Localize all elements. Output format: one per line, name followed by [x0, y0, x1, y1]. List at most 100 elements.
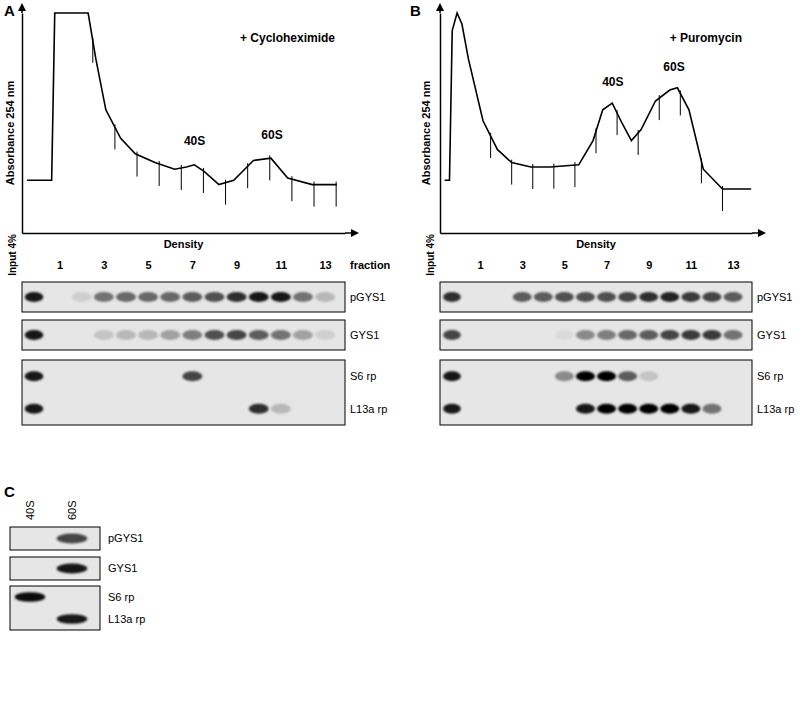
band — [57, 564, 88, 574]
y-axis — [22, 14, 23, 234]
band — [555, 330, 574, 340]
row-label: GYS1 — [108, 562, 137, 574]
band — [555, 404, 574, 414]
band — [271, 330, 291, 340]
x-axis-line — [441, 233, 753, 235]
band — [15, 614, 46, 624]
band — [94, 330, 114, 340]
band — [702, 371, 721, 381]
band — [534, 292, 553, 302]
band — [639, 330, 658, 340]
band — [513, 330, 532, 340]
band — [555, 292, 574, 302]
y-axis — [440, 14, 441, 234]
band — [72, 371, 92, 381]
fraction-divider — [638, 130, 639, 155]
band — [576, 371, 595, 381]
band — [534, 404, 553, 414]
band — [315, 330, 335, 340]
band — [72, 330, 92, 340]
peak-label: 40S — [184, 134, 205, 148]
band — [138, 371, 158, 381]
x-axis: 135791113 — [23, 233, 346, 271]
band — [50, 292, 70, 302]
band — [57, 592, 88, 602]
fraction-divider — [722, 186, 723, 211]
x-tick-label: 13 — [319, 259, 331, 271]
input-label: Input 4% — [7, 234, 18, 276]
figure: A+ CycloheximideAbsorbance 254 nm1357911… — [0, 0, 800, 726]
band — [116, 292, 136, 302]
band — [618, 292, 637, 302]
x-axis-title: Density — [576, 238, 617, 250]
panel-letter: C — [4, 483, 15, 500]
band — [492, 404, 511, 414]
x-tick-label: 13 — [727, 259, 739, 271]
bands — [25, 371, 335, 381]
bands — [15, 592, 88, 602]
fraction-divider — [659, 95, 660, 120]
band — [724, 292, 743, 302]
x-tick: 3 — [520, 233, 526, 271]
x-tick-label: 9 — [646, 259, 652, 271]
band — [227, 292, 247, 302]
bands — [25, 404, 335, 414]
band — [116, 371, 136, 381]
x-axis-line — [23, 233, 346, 235]
band — [492, 330, 511, 340]
band — [471, 292, 490, 302]
fraction-divider — [490, 133, 491, 158]
fraction-divider — [92, 38, 93, 63]
lane-label: 60S — [66, 500, 78, 520]
plot-area — [27, 13, 337, 207]
bands — [443, 330, 742, 340]
y-axis-line — [22, 14, 24, 234]
band — [293, 330, 313, 340]
panel-letter: A — [4, 2, 15, 19]
band — [576, 292, 595, 302]
panel-letter: B — [410, 2, 421, 19]
band — [249, 292, 269, 302]
band — [227, 330, 247, 340]
bands — [25, 330, 335, 340]
peak-label: 40S — [602, 75, 623, 89]
band — [315, 404, 335, 414]
band — [160, 292, 180, 302]
blot-panel — [440, 282, 752, 312]
band — [182, 292, 202, 302]
row-label: GYS1 — [350, 329, 379, 341]
blot-panel — [10, 527, 100, 550]
band — [138, 330, 158, 340]
band — [513, 404, 532, 414]
band — [681, 330, 700, 340]
band — [57, 534, 88, 544]
band — [597, 404, 616, 414]
band — [618, 404, 637, 414]
band — [681, 371, 700, 381]
x-axis: 135791113 — [441, 233, 753, 271]
bands — [15, 534, 88, 544]
x-tick: 5 — [562, 233, 568, 271]
band — [660, 330, 679, 340]
band — [724, 330, 743, 340]
band — [660, 292, 679, 302]
blot-panel — [22, 282, 345, 312]
band — [205, 330, 225, 340]
x-axis-arrowhead — [351, 229, 359, 237]
y-axis-arrowhead — [18, 3, 26, 11]
band — [315, 371, 335, 381]
fraction-divider — [336, 182, 337, 207]
input-band — [443, 292, 461, 302]
band — [576, 404, 595, 414]
band — [513, 371, 532, 381]
blot-panel — [10, 557, 100, 580]
x-tick: 3 — [101, 233, 107, 271]
row-label: L13a rp — [350, 403, 387, 415]
band — [597, 292, 616, 302]
band — [160, 330, 180, 340]
band — [293, 371, 313, 381]
band — [618, 330, 637, 340]
input-band — [443, 371, 461, 381]
input-band — [443, 330, 461, 340]
blot-panel — [440, 360, 752, 425]
